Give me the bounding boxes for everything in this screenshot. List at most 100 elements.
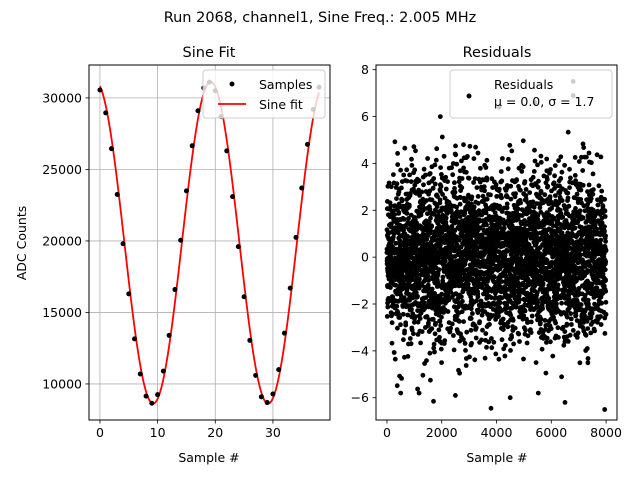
residual-point	[565, 129, 571, 135]
residual-point	[500, 327, 506, 332]
residual-point	[478, 298, 484, 304]
residual-point	[487, 322, 492, 327]
residual-point	[567, 305, 572, 311]
residual-point	[472, 176, 478, 182]
residual-point	[425, 273, 431, 278]
residual-point	[598, 237, 604, 243]
residual-point	[531, 169, 537, 174]
residual-point	[595, 319, 600, 325]
residual-point	[402, 328, 407, 334]
sine-fit-sample-point	[230, 194, 236, 200]
residual-point	[548, 326, 554, 332]
residual-point	[572, 155, 578, 160]
residual-point	[398, 167, 403, 173]
sine-fit-xtick-label: 10	[150, 425, 166, 440]
residual-point	[489, 176, 495, 182]
residual-point	[566, 295, 572, 301]
residual-point	[457, 214, 463, 220]
residuals-ytick-label: 6	[361, 109, 369, 124]
residual-point	[572, 173, 578, 178]
residual-point	[551, 180, 557, 186]
residual-point	[449, 321, 455, 327]
residual-point	[411, 319, 417, 325]
residual-point	[406, 216, 411, 221]
residual-point	[401, 216, 407, 222]
residual-point	[434, 204, 440, 210]
residual-point	[402, 145, 408, 151]
sine-fit-xtick-label: 0	[96, 425, 104, 440]
residual-point	[417, 276, 422, 282]
residual-point	[439, 134, 445, 140]
residual-point	[497, 300, 503, 306]
residual-point	[505, 324, 511, 330]
residual-point	[558, 154, 564, 160]
residual-point	[480, 193, 486, 199]
residual-point	[571, 285, 577, 291]
residual-point	[463, 363, 469, 368]
residuals-panel: Residuals 0 2000 4000 6000 8000 −6 −4 −2 0 2 4 6 8 S…	[351, 45, 622, 465]
residual-point	[537, 205, 543, 211]
residual-point	[535, 390, 541, 396]
legend-sine-fit-label: Sine fit	[259, 97, 303, 112]
residual-point	[536, 281, 542, 287]
sine-fit-sample-point	[114, 191, 120, 197]
residual-point	[554, 301, 559, 307]
residual-point	[563, 275, 569, 281]
residual-point	[419, 189, 425, 195]
residual-point	[428, 215, 433, 221]
residual-point	[590, 171, 596, 177]
residual-point	[602, 208, 608, 214]
residual-point	[415, 272, 420, 277]
residual-point	[500, 156, 505, 161]
residual-point	[431, 398, 436, 404]
residual-point	[586, 150, 592, 156]
residual-point	[603, 239, 608, 244]
residual-point	[602, 407, 608, 412]
sine-fit-sample-point	[155, 392, 161, 398]
residual-point	[457, 201, 463, 207]
residual-point	[532, 147, 537, 153]
residual-point	[559, 276, 564, 281]
residual-point	[391, 172, 396, 178]
residual-point	[462, 211, 468, 216]
residuals-xtick-label: 6000	[535, 425, 567, 440]
residual-point	[439, 360, 444, 365]
residual-point	[423, 172, 428, 178]
residual-point	[395, 230, 401, 236]
residual-point	[519, 213, 525, 218]
legend-samples-marker	[229, 81, 235, 87]
residual-point	[556, 335, 561, 340]
sine-fit-xtick-label: 30	[265, 425, 281, 440]
residual-point	[578, 187, 584, 193]
residual-point	[502, 353, 508, 359]
sine-fit-ticks: 0 10 20 30 10000 15000 20000 25000 30000	[42, 90, 281, 440]
residual-point	[525, 227, 531, 233]
residual-point	[574, 191, 580, 197]
residual-point	[430, 316, 436, 322]
residual-point	[603, 278, 608, 284]
residual-point	[595, 202, 601, 208]
residual-point	[401, 280, 406, 286]
residual-point	[602, 229, 607, 234]
residual-point	[491, 274, 497, 280]
residual-point	[532, 280, 537, 286]
residual-point	[397, 315, 403, 320]
residual-point	[560, 214, 566, 220]
residual-point	[496, 186, 502, 192]
residual-point	[552, 163, 558, 169]
residual-point	[396, 311, 401, 317]
residual-point	[431, 345, 437, 351]
residual-point	[507, 142, 513, 148]
residual-point	[385, 304, 391, 310]
residual-point	[523, 327, 528, 333]
residual-point	[513, 191, 518, 197]
residual-point	[568, 311, 574, 316]
residual-point	[452, 228, 458, 234]
residual-point	[426, 278, 431, 283]
residual-point	[442, 338, 448, 343]
figure-suptitle: Run 2068, channel1, Sine Freq.: 2.005 MH…	[164, 10, 477, 26]
residual-point	[429, 326, 435, 332]
residual-point	[580, 168, 586, 173]
sine-fit-panel: Sine Fit 0 10 20 30 10000 15000 20000 25000 3000…	[14, 45, 331, 465]
